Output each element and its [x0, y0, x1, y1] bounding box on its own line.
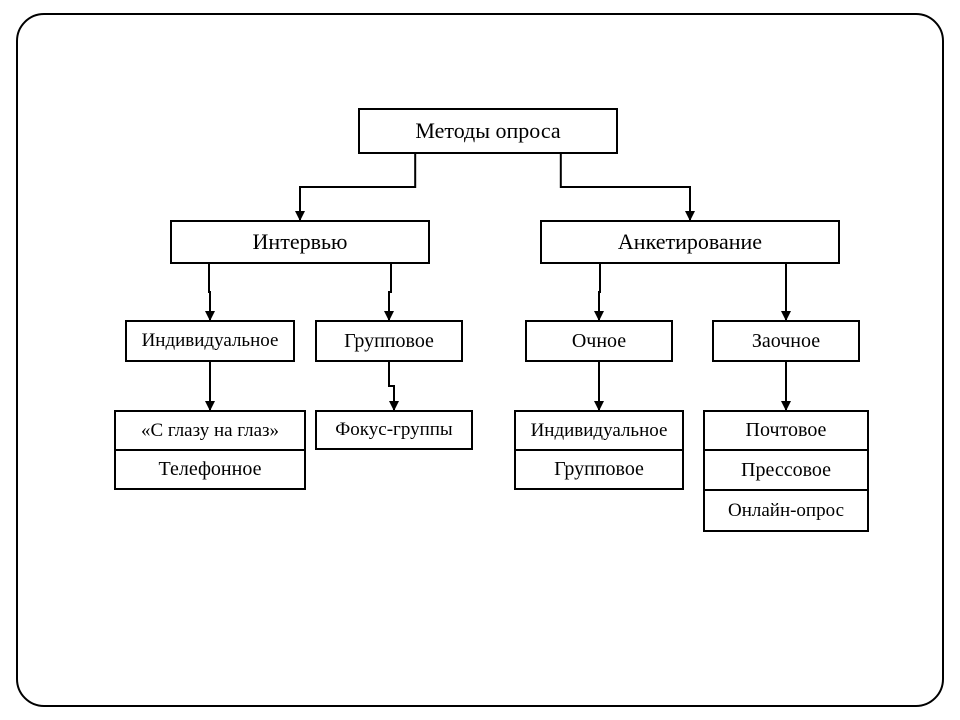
node-group: Групповое — [315, 320, 463, 362]
node-online: Онлайн-опрос — [703, 490, 869, 532]
diagram-canvas: Методы опроса Интервью Анкетирование Индиви… — [0, 0, 960, 720]
node-mail: Почтовое — [703, 410, 869, 450]
node-phone: Телефонное — [114, 450, 306, 490]
node-root: Методы опроса — [358, 108, 618, 154]
node-interview: Интервью — [170, 220, 430, 264]
node-press: Прессовое — [703, 450, 869, 490]
node-eye2eye: «С глазу на глаз» — [114, 410, 306, 450]
node-focus: Фокус-группы — [315, 410, 473, 450]
node-indiv: Индивидуальное — [125, 320, 295, 362]
node-zaochnoe: Заочное — [712, 320, 860, 362]
node-survey: Анкетирование — [540, 220, 840, 264]
node-ochIndiv: Индивидуальное — [514, 410, 684, 450]
node-ochGroup: Групповое — [514, 450, 684, 490]
node-ochnoe: Очное — [525, 320, 673, 362]
